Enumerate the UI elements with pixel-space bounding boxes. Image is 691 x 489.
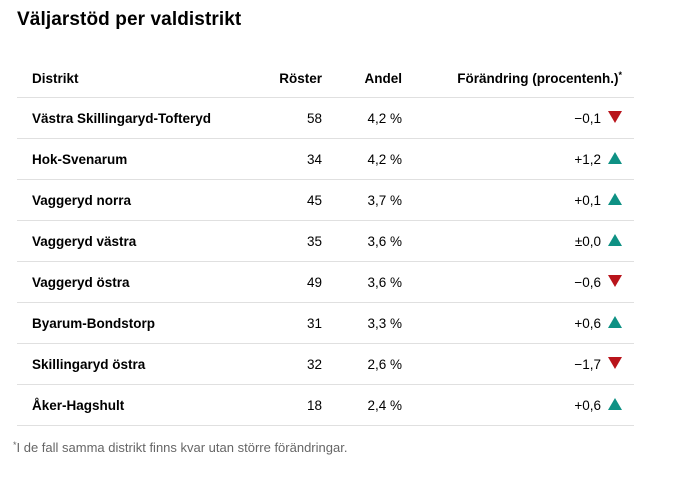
change-value: +0,1	[574, 192, 601, 208]
votes-value: 18	[306, 397, 322, 413]
column-header-change: Förändring (procentenh.)*	[402, 69, 634, 86]
share-value: 2,6 %	[367, 356, 402, 372]
share-value: 3,3 %	[367, 315, 402, 331]
share-value: 2,4 %	[367, 397, 402, 413]
change-cell: +0,6	[402, 315, 634, 331]
change-cell: ±0,0	[402, 233, 634, 249]
district-name: Byarum-Bondstorp	[32, 315, 156, 331]
change-value: ±0,0	[574, 233, 601, 249]
votes-value: 45	[306, 192, 322, 208]
district-name: Vaggeryd östra	[32, 274, 130, 290]
trend-down-icon	[608, 111, 622, 124]
trend-up-icon	[608, 152, 622, 165]
change-cell: +0,6	[402, 397, 634, 413]
table-header-row: Distrikt Röster Andel Förändring (procen…	[17, 59, 634, 98]
votes-value: 58	[306, 110, 322, 126]
table-row: Vaggeryd norra 45 3,7 % +0,1	[17, 180, 634, 221]
table-row: Västra Skillingaryd-Tofteryd 58 4,2 % −0…	[17, 98, 634, 139]
share-value: 3,6 %	[367, 233, 402, 249]
footnote-reference-mark: *	[618, 69, 622, 80]
share-value: 3,7 %	[367, 192, 402, 208]
table-row: Skillingaryd östra 32 2,6 % −1,7	[17, 344, 634, 385]
change-cell: −0,6	[402, 274, 634, 290]
change-value: −0,6	[574, 274, 601, 290]
table-row: Vaggeryd östra 49 3,6 % −0,6	[17, 262, 634, 303]
district-table: Distrikt Röster Andel Förändring (procen…	[17, 59, 634, 426]
trend-up-icon	[608, 316, 622, 329]
change-value: −1,7	[574, 356, 601, 372]
table-body: Västra Skillingaryd-Tofteryd 58 4,2 % −0…	[17, 98, 634, 426]
footnote-text: I de fall samma distrikt finns kvar utan…	[16, 440, 348, 455]
share-value: 4,2 %	[367, 151, 402, 167]
table-row: Hok-Svenarum 34 4,2 % +1,2	[17, 139, 634, 180]
change-cell: −0,1	[402, 110, 634, 126]
change-value: −0,1	[574, 110, 601, 126]
district-name: Skillingaryd östra	[32, 356, 146, 372]
footnote: *I de fall samma distrikt finns kvar uta…	[13, 440, 691, 455]
change-cell: −1,7	[402, 356, 634, 372]
change-cell: +0,1	[402, 192, 634, 208]
change-cell: +1,2	[402, 151, 634, 167]
votes-value: 35	[306, 233, 322, 249]
votes-value: 49	[306, 274, 322, 290]
district-name: Västra Skillingaryd-Tofteryd	[32, 110, 212, 126]
column-header-district: Distrikt	[32, 70, 79, 86]
trend-up-icon	[608, 193, 622, 206]
column-header-votes: Röster	[279, 70, 322, 86]
table-row: Byarum-Bondstorp 31 3,3 % +0,6	[17, 303, 634, 344]
trend-up-icon	[608, 398, 622, 411]
district-name: Hok-Svenarum	[32, 151, 128, 167]
district-name: Vaggeryd västra	[32, 233, 137, 249]
column-header-change-label: Förändring (procentenh.)	[457, 70, 619, 86]
change-value: +1,2	[574, 151, 601, 167]
district-name: Vaggeryd norra	[32, 192, 132, 208]
votes-value: 34	[306, 151, 322, 167]
footnote-mark: *	[13, 440, 17, 450]
votes-value: 32	[306, 356, 322, 372]
column-header-share: Andel	[364, 70, 402, 86]
page-title: Väljarstöd per valdistrikt	[17, 9, 242, 30]
change-value: +0,6	[574, 397, 601, 413]
share-value: 3,6 %	[367, 274, 402, 290]
table-row: Vaggeryd västra 35 3,6 % ±0,0	[17, 221, 634, 262]
votes-value: 31	[306, 315, 322, 331]
district-name: Åker-Hagshult	[32, 397, 125, 413]
share-value: 4,2 %	[367, 110, 402, 126]
change-value: +0,6	[574, 315, 601, 331]
trend-down-icon	[608, 275, 622, 288]
trend-down-icon	[608, 357, 622, 370]
table-row: Åker-Hagshult 18 2,4 % +0,6	[17, 385, 634, 426]
trend-up-icon	[608, 234, 622, 247]
